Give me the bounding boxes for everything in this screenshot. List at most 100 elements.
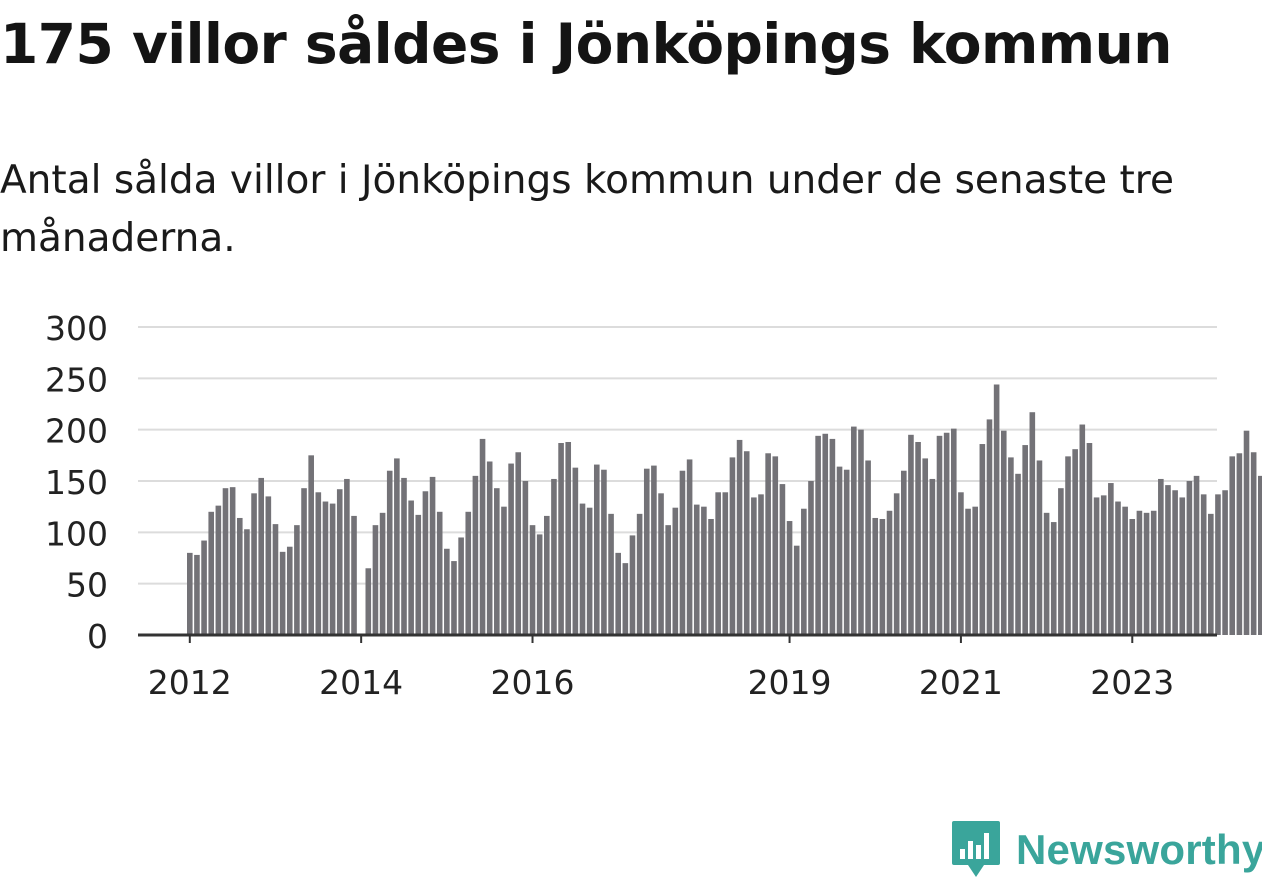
bar: [444, 549, 450, 635]
x-axis: 2012201420162019202120232025: [138, 635, 1262, 702]
bar: [494, 488, 500, 635]
bar: [908, 435, 914, 635]
bar: [872, 518, 878, 635]
bar: [751, 497, 757, 635]
bar: [473, 476, 479, 635]
bar: [930, 479, 936, 635]
bar: [658, 493, 664, 635]
bar: [651, 466, 657, 635]
bar: [244, 529, 250, 635]
bar: [687, 459, 693, 635]
bar: [1229, 456, 1235, 635]
bar: [465, 512, 471, 635]
bar: [1008, 457, 1014, 635]
bar: [394, 458, 400, 635]
bar: [601, 470, 607, 635]
bar: [280, 552, 286, 635]
bar: [401, 478, 407, 635]
bar: [944, 433, 950, 635]
bar: [1172, 490, 1178, 635]
bar: [1065, 456, 1071, 635]
x-tick-label: 2012: [148, 663, 232, 702]
bar: [865, 460, 871, 635]
bar: [308, 455, 314, 635]
bar: [1087, 443, 1093, 635]
y-tick-label: 0: [87, 617, 108, 656]
x-tick-label: 2019: [748, 663, 832, 702]
bar: [1144, 513, 1150, 635]
brand[interactable]: Newsworthy: [950, 818, 1262, 882]
bar: [758, 494, 764, 635]
bar: [1258, 476, 1262, 635]
bar: [994, 384, 1000, 635]
bar: [794, 546, 800, 635]
bar: [1094, 497, 1100, 635]
chart-title: 175 villor såldes i Jönköpings kommun: [0, 12, 1172, 76]
bar: [594, 465, 600, 635]
bar: [1215, 494, 1221, 635]
newsworthy-logo-icon: [950, 819, 1002, 881]
bar: [701, 507, 707, 635]
bar: [1044, 513, 1050, 635]
bar: [951, 429, 957, 635]
bar: [587, 508, 593, 635]
bar: [373, 525, 379, 635]
bar: [1158, 479, 1164, 635]
bar: [673, 508, 679, 635]
bar: [844, 470, 850, 635]
bar: [1151, 511, 1157, 635]
bar: [965, 509, 971, 635]
bar: [266, 496, 272, 635]
bar: [551, 479, 557, 635]
bar: [201, 541, 207, 635]
bar: [665, 525, 671, 635]
x-tick-label: 2014: [319, 663, 403, 702]
bar: [380, 513, 386, 635]
bar: [1015, 474, 1021, 635]
bar: [608, 514, 614, 635]
bar: [808, 481, 814, 635]
bar: [487, 461, 493, 635]
bar: [894, 493, 900, 635]
bar: [715, 492, 721, 635]
bar: [330, 504, 336, 635]
bar: [772, 456, 778, 635]
bar: [387, 471, 393, 635]
chart-subtitle: Antal sålda villor i Jönköpings kommun u…: [0, 152, 1240, 268]
bar: [480, 439, 486, 635]
bar: [915, 442, 921, 635]
bar: [1051, 522, 1057, 635]
bar: [544, 516, 550, 635]
bar: [987, 419, 993, 635]
bar: [458, 537, 464, 635]
bar: [501, 507, 507, 635]
bar: [1080, 425, 1086, 635]
bar: [630, 535, 636, 635]
bar: [366, 568, 372, 635]
bar: [744, 451, 750, 635]
bar: [822, 434, 828, 635]
bar: [980, 444, 986, 635]
bar: [1101, 495, 1107, 635]
y-tick-label: 300: [45, 309, 108, 348]
bar: [1237, 453, 1243, 635]
bar: [565, 442, 571, 635]
bar: [858, 430, 864, 635]
bar: [922, 458, 928, 635]
bar: [258, 478, 264, 635]
bar: [1244, 431, 1250, 635]
bar: [337, 489, 343, 635]
bar: [273, 524, 279, 635]
bar: [1122, 507, 1128, 635]
bar: [815, 436, 821, 635]
bar: [937, 436, 943, 635]
bar: [780, 484, 786, 635]
bar: [1222, 490, 1228, 635]
bar: [723, 492, 729, 635]
x-tick-label: 2016: [491, 663, 575, 702]
bar: [830, 439, 836, 635]
bar: [515, 452, 521, 635]
bar: [237, 518, 243, 635]
bar: [1001, 431, 1007, 635]
